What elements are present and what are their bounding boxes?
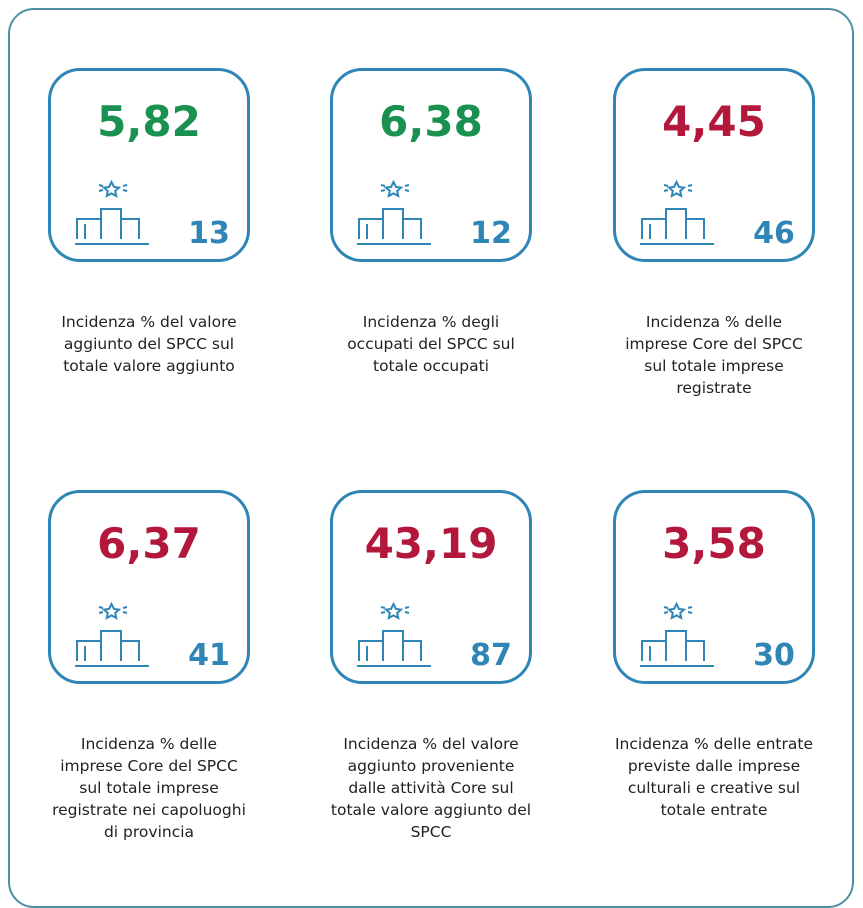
podium-icon <box>75 179 149 245</box>
podium-icon <box>357 179 431 245</box>
kpi-value: 4,45 <box>662 97 766 146</box>
description-line: totale valore aggiunto del <box>330 801 532 819</box>
description-line: occupati del SPCC sul <box>347 335 515 353</box>
kpi-card: 43,19 87 <box>330 490 532 684</box>
rank-number: 46 <box>753 216 795 251</box>
rank-number: 87 <box>470 638 512 673</box>
kpi-description: Incidenza % delle imprese Core del SPCC su… <box>19 733 279 843</box>
podium-icon <box>357 601 431 667</box>
description-line: Incidenza % del valore <box>61 313 237 331</box>
description-line: Incidenza % delle entrate <box>614 735 813 753</box>
kpi-card: 4,45 46 <box>613 68 815 262</box>
rank-number: 12 <box>470 216 512 251</box>
description-line: registrate nei capoluoghi <box>52 801 246 819</box>
kpi-card: 3,58 30 <box>613 490 815 684</box>
description-line: imprese Core del SPCC <box>625 335 803 353</box>
kpi-card: 6,37 41 <box>48 490 250 684</box>
description-line: di provincia <box>103 823 195 841</box>
kpi-value: 43,19 <box>364 519 498 568</box>
kpi-value: 6,37 <box>97 519 201 568</box>
podium-icon <box>75 601 149 667</box>
description-line: registrate <box>676 379 752 397</box>
description-line: totale occupati <box>373 357 489 375</box>
description-line: dalle attività Core sul <box>348 779 514 797</box>
description-line: Incidenza % del valore <box>343 735 519 753</box>
description-line: aggiunto proveniente <box>347 757 515 775</box>
rank-number: 30 <box>753 638 795 673</box>
kpi-card: 6,38 12 <box>330 68 532 262</box>
description-line: Incidenza % delle <box>645 313 783 331</box>
kpi-value: 5,82 <box>97 97 201 146</box>
description-line: totale valore aggiunto <box>63 357 235 375</box>
rank-number: 13 <box>188 216 230 251</box>
kpi-description: Incidenza % del valore aggiunto provenien… <box>301 733 561 843</box>
description-line: sul totale imprese <box>644 357 784 375</box>
description-line: SPCC <box>410 823 452 841</box>
kpi-value: 3,58 <box>662 519 766 568</box>
kpi-description: Incidenza % delle entrate previste dalle … <box>584 733 844 821</box>
podium-icon <box>640 179 714 245</box>
description-line: sul totale imprese <box>79 779 219 797</box>
description-line: Incidenza % delle <box>80 735 218 753</box>
page: 5,82 13 Incidenza % del valore aggiunto del… <box>8 8 854 908</box>
kpi-description: Incidenza % delle imprese Core del SPCC su… <box>584 311 844 399</box>
kpi-value: 6,38 <box>379 97 483 146</box>
rank-number: 41 <box>188 638 230 673</box>
description-line: previste dalle imprese <box>627 757 801 775</box>
description-line: totale entrate <box>660 801 768 819</box>
podium-icon <box>640 601 714 667</box>
kpi-description: Incidenza % del valore aggiunto del SPCC … <box>19 311 279 377</box>
kpi-description: Incidenza % degli occupati del SPCC sul to… <box>301 311 561 377</box>
kpi-card: 5,82 13 <box>48 68 250 262</box>
description-line: Incidenza % degli <box>362 313 500 331</box>
description-line: aggiunto del SPCC sul <box>63 335 235 353</box>
description-line: imprese Core del SPCC <box>60 757 238 775</box>
description-line: culturali e creative sul <box>627 779 801 797</box>
